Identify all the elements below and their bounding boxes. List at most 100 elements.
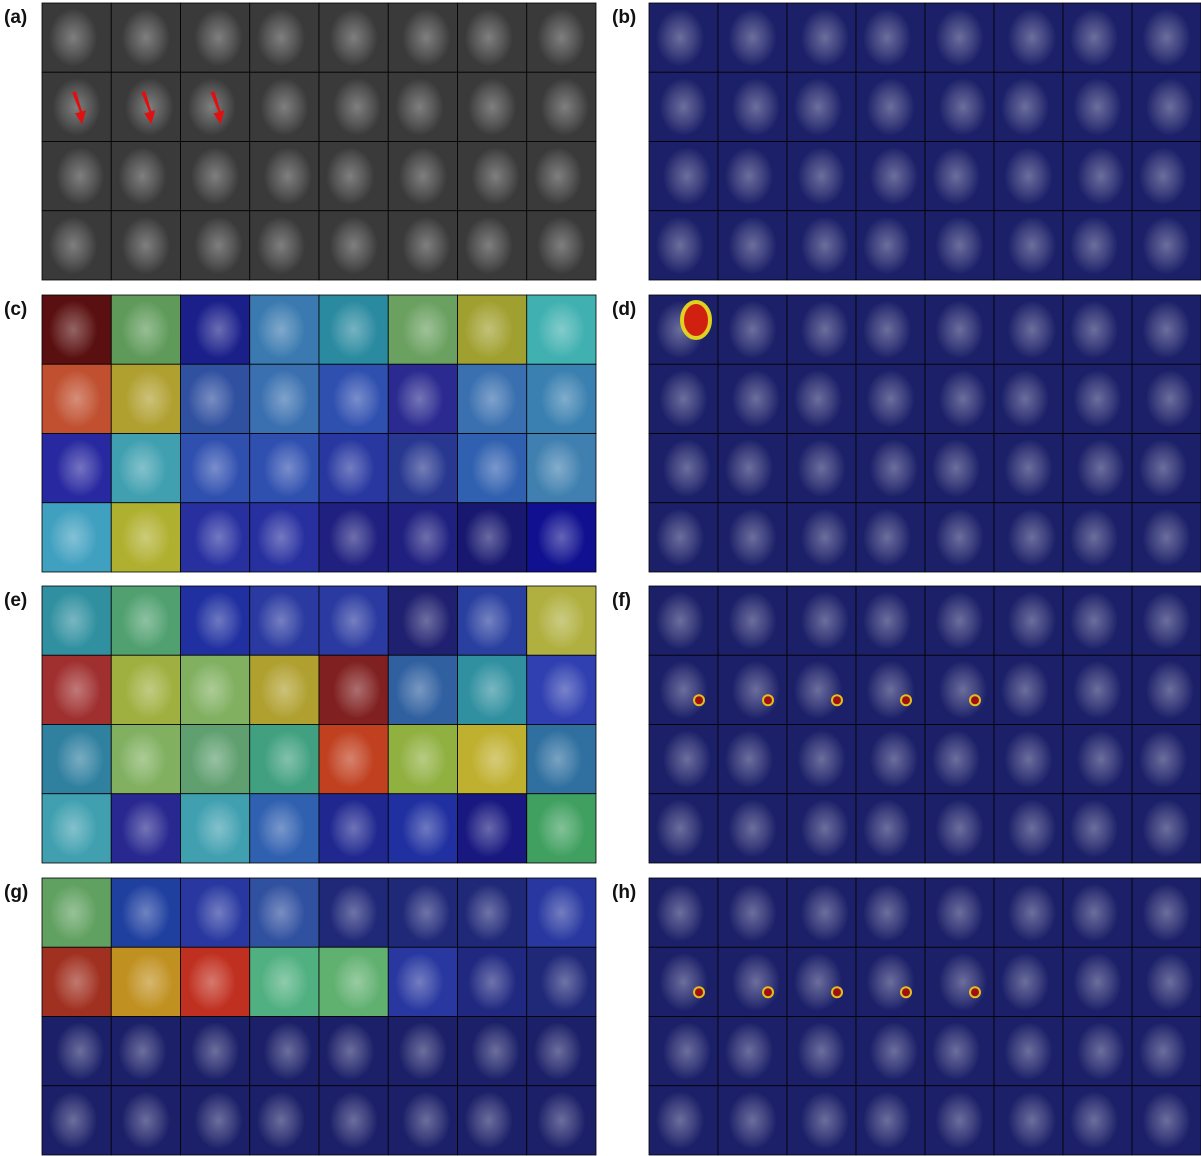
knee-shape bbox=[1077, 439, 1125, 497]
knee-shape bbox=[257, 301, 305, 359]
knee-shape bbox=[1142, 301, 1190, 359]
knee-shape bbox=[932, 439, 980, 497]
knee-shape bbox=[728, 1091, 776, 1149]
heat-spot bbox=[694, 987, 704, 997]
knee-shape bbox=[537, 9, 585, 67]
image-grid bbox=[42, 3, 596, 280]
knee-shape bbox=[534, 1022, 582, 1080]
knee-shape bbox=[659, 78, 707, 136]
knee-shape bbox=[191, 1022, 239, 1080]
knee-shape bbox=[402, 884, 450, 942]
knee-shape bbox=[537, 301, 585, 359]
knee-shape bbox=[187, 78, 235, 136]
knee-shape bbox=[52, 661, 100, 719]
knee-shape bbox=[728, 301, 776, 359]
knee-shape bbox=[534, 147, 582, 205]
knee-shape bbox=[801, 216, 849, 274]
knee-shape bbox=[194, 1091, 242, 1149]
knee-shape bbox=[935, 884, 983, 942]
heat-spot bbox=[970, 987, 980, 997]
knee-shape bbox=[537, 592, 585, 650]
knee-shape bbox=[939, 78, 987, 136]
figure: (a) (b) (c) (d) (e) (f) (g) (h) bbox=[0, 0, 1201, 1156]
knee-shape bbox=[464, 884, 512, 942]
heat-blob bbox=[682, 302, 710, 338]
knee-shape bbox=[656, 9, 704, 67]
knee-shape bbox=[399, 730, 447, 788]
knee-shape bbox=[122, 9, 170, 67]
knee-shape bbox=[1008, 592, 1056, 650]
knee-shape bbox=[122, 592, 170, 650]
knee-shape bbox=[801, 301, 849, 359]
knee-shape bbox=[257, 884, 305, 942]
image-grid bbox=[649, 3, 1201, 280]
knee-shape bbox=[1142, 1091, 1190, 1149]
knee-shape bbox=[464, 1091, 512, 1149]
knee-shape bbox=[333, 78, 381, 136]
knee-shape bbox=[395, 953, 443, 1011]
knee-shape bbox=[663, 1022, 711, 1080]
knee-shape bbox=[1001, 370, 1049, 428]
knee-shape bbox=[333, 661, 381, 719]
knee-shape bbox=[656, 884, 704, 942]
knee-shape bbox=[1008, 508, 1056, 566]
knee-shape bbox=[1077, 1022, 1125, 1080]
knee-shape bbox=[863, 216, 911, 274]
knee-shape bbox=[534, 730, 582, 788]
knee-shape bbox=[264, 1022, 312, 1080]
knee-shape bbox=[1004, 730, 1052, 788]
knee-shape bbox=[797, 1022, 845, 1080]
knee-shape bbox=[935, 9, 983, 67]
knee-shape bbox=[122, 1091, 170, 1149]
knee-shape bbox=[663, 730, 711, 788]
knee-shape bbox=[728, 884, 776, 942]
image-grid bbox=[649, 878, 1201, 1155]
knee-shape bbox=[1008, 301, 1056, 359]
knee-shape bbox=[1008, 799, 1056, 857]
knee-shape bbox=[49, 799, 97, 857]
knee-shape bbox=[395, 78, 443, 136]
knee-shape bbox=[468, 78, 516, 136]
knee-shape bbox=[191, 730, 239, 788]
image-grid bbox=[42, 295, 596, 572]
knee-shape bbox=[264, 730, 312, 788]
knee-shape bbox=[257, 1091, 305, 1149]
knee-shape bbox=[399, 147, 447, 205]
knee-shape bbox=[1139, 730, 1187, 788]
panel-label: (b) bbox=[612, 7, 636, 28]
knee-shape bbox=[794, 370, 842, 428]
knee-shape bbox=[866, 370, 914, 428]
knee-shape bbox=[801, 592, 849, 650]
knee-shape bbox=[1073, 661, 1121, 719]
knee-shape bbox=[464, 508, 512, 566]
knee-shape bbox=[52, 370, 100, 428]
knee-shape bbox=[797, 730, 845, 788]
knee-shape bbox=[194, 884, 242, 942]
knee-shape bbox=[257, 216, 305, 274]
heat-spot bbox=[970, 695, 980, 705]
knee-shape bbox=[402, 1091, 450, 1149]
knee-shape bbox=[49, 9, 97, 67]
knee-shape bbox=[939, 370, 987, 428]
knee-shape bbox=[118, 1022, 166, 1080]
knee-shape bbox=[659, 370, 707, 428]
knee-shape bbox=[118, 439, 166, 497]
knee-shape bbox=[801, 884, 849, 942]
knee-shape bbox=[870, 1022, 918, 1080]
knee-shape bbox=[1139, 1022, 1187, 1080]
knee-shape bbox=[866, 953, 914, 1011]
knee-shape bbox=[537, 1091, 585, 1149]
knee-shape bbox=[1070, 799, 1118, 857]
knee-shape bbox=[728, 799, 776, 857]
knee-shape bbox=[866, 661, 914, 719]
knee-shape bbox=[187, 370, 235, 428]
knee-shape bbox=[728, 216, 776, 274]
knee-shape bbox=[659, 953, 707, 1011]
panel-label: (g) bbox=[4, 882, 28, 903]
knee-shape bbox=[1073, 953, 1121, 1011]
knee-shape bbox=[1073, 370, 1121, 428]
knee-shape bbox=[656, 1091, 704, 1149]
knee-shape bbox=[464, 799, 512, 857]
knee-shape bbox=[122, 884, 170, 942]
knee-shape bbox=[932, 147, 980, 205]
